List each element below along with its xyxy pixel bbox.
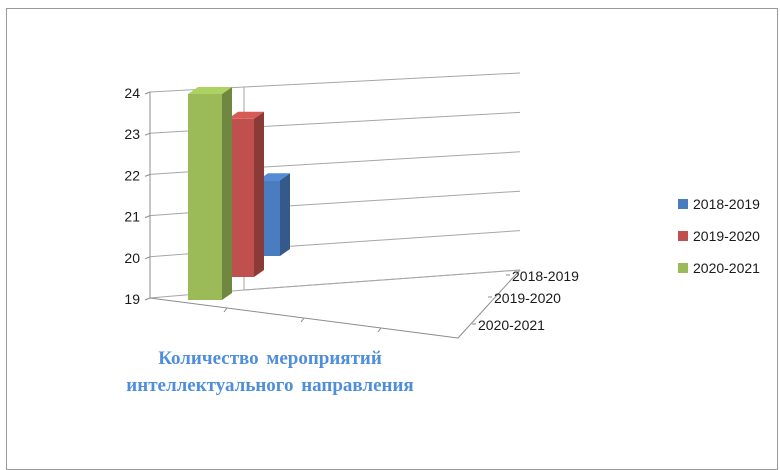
bar-2019-2020 [228, 111, 264, 278]
legend-label: 2020-2021 [693, 260, 760, 276]
y-tick-label: 19 [124, 291, 140, 307]
legend-entry: 2018-2019 [678, 196, 760, 212]
y-tick-label: 20 [124, 250, 140, 266]
bar-top-face [228, 111, 264, 119]
gridline [243, 72, 521, 88]
y-tick-mark [144, 91, 151, 95]
legend-entry: 2019-2020 [678, 228, 760, 244]
tick-labels: 19 20 21 22 23 24 2018-2019 2019-2020 2020-2021 [124, 85, 579, 333]
bar-top-face [188, 87, 232, 94]
bar-side-face [222, 87, 232, 300]
depth-tick-label: 2020-2021 [478, 317, 545, 333]
depth-axis-line [457, 269, 521, 339]
y-tick-label: 24 [124, 85, 140, 101]
floor-back-edge [243, 269, 521, 291]
y-tick-mark [144, 132, 151, 136]
x-tick-mark [223, 307, 228, 313]
bar-2020-2021 [188, 87, 232, 300]
y-tick-label: 23 [124, 126, 140, 142]
gridline [243, 151, 521, 169]
y-tick-mark [144, 215, 151, 219]
chart-caption: Количество мероприятий интеллектуального… [100, 345, 440, 399]
x-tick-mark [377, 327, 382, 333]
y-tick-label: 21 [124, 209, 140, 225]
y-tick-label: 22 [124, 167, 140, 183]
legend-label: 2019-2020 [693, 228, 760, 244]
bars [188, 87, 290, 300]
bar-side-face [254, 111, 264, 278]
y-tick-mark [144, 297, 151, 301]
legend-entry: 2020-2021 [678, 260, 760, 276]
depth-tick-label: 2019-2020 [494, 290, 561, 306]
depth-tick-label: 2018-2019 [512, 268, 579, 284]
legend-swatch [678, 199, 688, 209]
x-tick-mark [300, 317, 305, 323]
y-tick-mark [144, 256, 151, 260]
gridline [243, 111, 521, 129]
bar-side-face [280, 173, 290, 256]
legend: 2018-2019 2019-2020 2020-2021 [678, 196, 760, 276]
bar-top-face [258, 173, 290, 181]
legend-swatch [678, 263, 688, 273]
y-tick-mark [144, 173, 151, 177]
legend-label: 2018-2019 [693, 196, 760, 212]
bar-front-face [188, 94, 222, 300]
caption-line-2: интеллектуального направления [126, 375, 414, 396]
legend-swatch [678, 231, 688, 241]
caption-line-1: Количество мероприятий [158, 348, 382, 369]
bar-front-face [228, 118, 254, 278]
